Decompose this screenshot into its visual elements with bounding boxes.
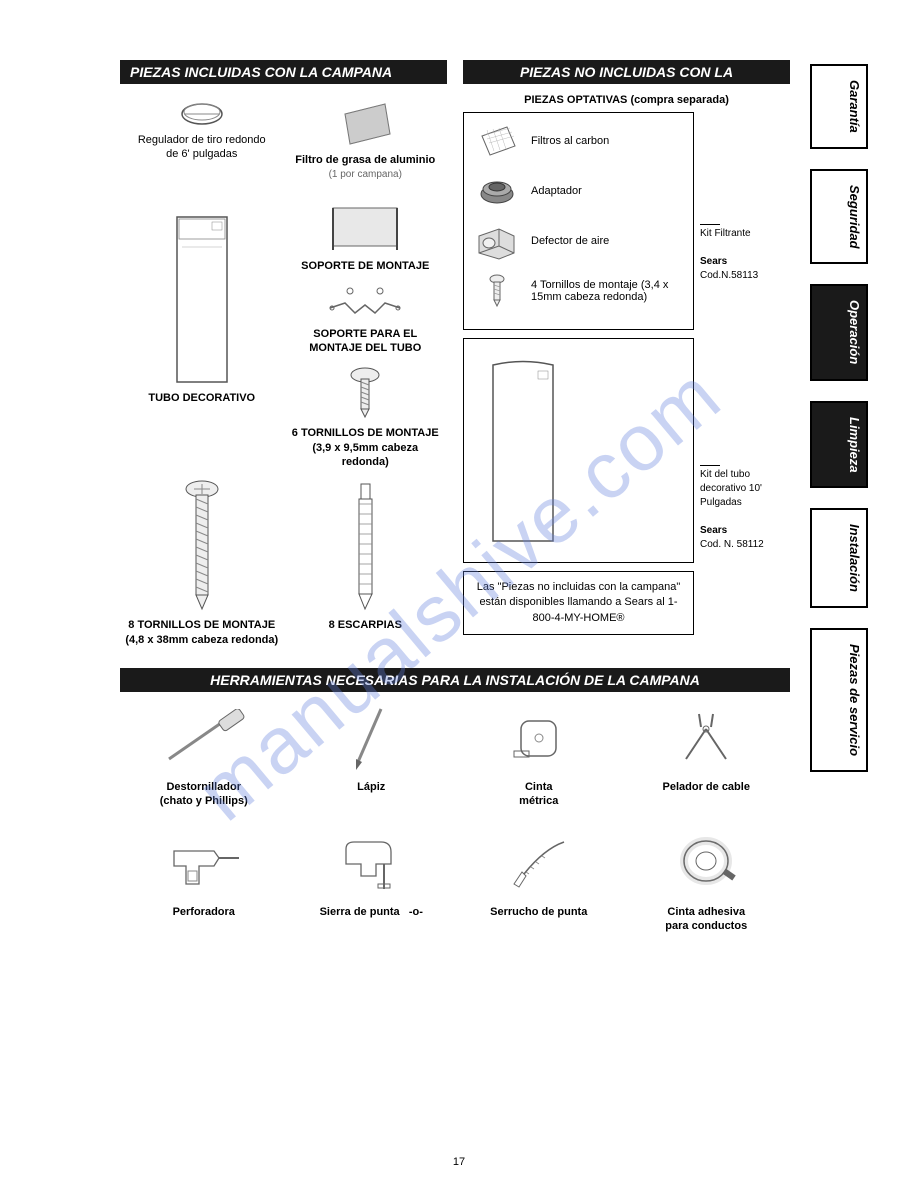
filter-label: Filtro de grasa de aluminio(1 por campan… [289, 153, 443, 182]
deco-tube-icon [125, 207, 279, 387]
header-included: PIEZAS INCLUIDAS CON LA CAMPANA [120, 60, 447, 84]
carbon-filter-icon [474, 121, 519, 161]
bracket-icon [289, 200, 443, 255]
duct-tape-icon [633, 829, 780, 899]
kit-tube-icon [478, 353, 568, 548]
pencil-icon [298, 704, 445, 774]
tab-warranty[interactable]: Garantía [810, 64, 868, 149]
screws4-label: 4 Tornillos de montaje (3,4 x 15mm cabez… [531, 279, 683, 303]
screwdriver-icon [130, 704, 277, 774]
screws6-icon [289, 367, 443, 422]
tab-parts[interactable]: Piezas de servicio [810, 628, 868, 772]
bracket-label: SOPORTE DE MONTAJE [289, 259, 443, 273]
deflector-icon [474, 221, 519, 261]
screws6-label: 6 TORNILLOS DE MONTAJE (3,9 x 9,5mm cabe… [289, 426, 443, 469]
deflector-label: Defector de aire [531, 235, 683, 247]
keyhole-saw-label: Serrucho de punta [465, 905, 612, 919]
adapter-icon [474, 171, 519, 211]
pencil-label: Lápiz [298, 780, 445, 794]
wire-stripper-label: Pelador de cable [633, 780, 780, 794]
optional-box-2 [463, 338, 694, 563]
screws8-label: 8 TORNILLOS DE MONTAJE (4,8 x 38mm cabez… [125, 618, 279, 647]
damper-label: Regulador de tiro redondode 6' pulgadas [125, 133, 279, 162]
tab-operation[interactable]: Operación [810, 284, 868, 380]
tab-safety[interactable]: Seguridad [810, 169, 868, 265]
availability-note: Las "Piezas no incluidas con la campana"… [463, 571, 694, 635]
wire-stripper-icon [633, 704, 780, 774]
duct-tape-label: Cinta adhesivapara conductos [633, 905, 780, 934]
tab-cleaning[interactable]: Limpieza [810, 401, 868, 489]
anchors-label: 8 ESCARPIAS [289, 618, 443, 632]
anchors-icon [289, 479, 443, 614]
kit-filter-label: Kit Filtrante Sears Cod.N.58113 [700, 224, 790, 283]
screwdriver-label: Destornillador(chato y Phillips) [130, 780, 277, 809]
tab-installation[interactable]: Instalación [810, 508, 868, 608]
adapter-label: Adaptador [531, 185, 683, 197]
tube-bracket-label: SOPORTE PARA EL MONTAJE DEL TUBO [289, 327, 443, 356]
screws8-icon [125, 479, 279, 614]
tape-measure-label: Cintamétrica [465, 780, 612, 809]
header-not-included: PIEZAS NO INCLUIDAS CON LA [463, 60, 790, 84]
filter-icon [289, 99, 443, 149]
optional-subtitle: PIEZAS OPTATIVAS (compra separada) [463, 94, 790, 106]
jigsaw-label: Sierra de punta -o- [298, 905, 445, 919]
drill-icon [130, 829, 277, 899]
screws4-icon [474, 271, 519, 311]
tube-bracket-icon [289, 283, 443, 323]
damper-icon [125, 99, 279, 129]
kit-tube-label: Kit del tubo decorativo 10' Pulgadas Sea… [700, 465, 790, 552]
keyhole-saw-icon [465, 829, 612, 899]
header-tools: HERRAMIENTAS NECESARIAS PARA LA INSTALAC… [120, 668, 790, 692]
page-number: 17 [453, 1156, 465, 1168]
optional-box-1: Filtros al carbon Adaptador [463, 112, 694, 330]
deco-tube-label: TUBO DECORATIVO [125, 391, 279, 405]
tape-measure-icon [465, 704, 612, 774]
drill-label: Perforadora [130, 905, 277, 919]
carbon-filter-label: Filtros al carbon [531, 135, 683, 147]
jigsaw-icon [298, 829, 445, 899]
